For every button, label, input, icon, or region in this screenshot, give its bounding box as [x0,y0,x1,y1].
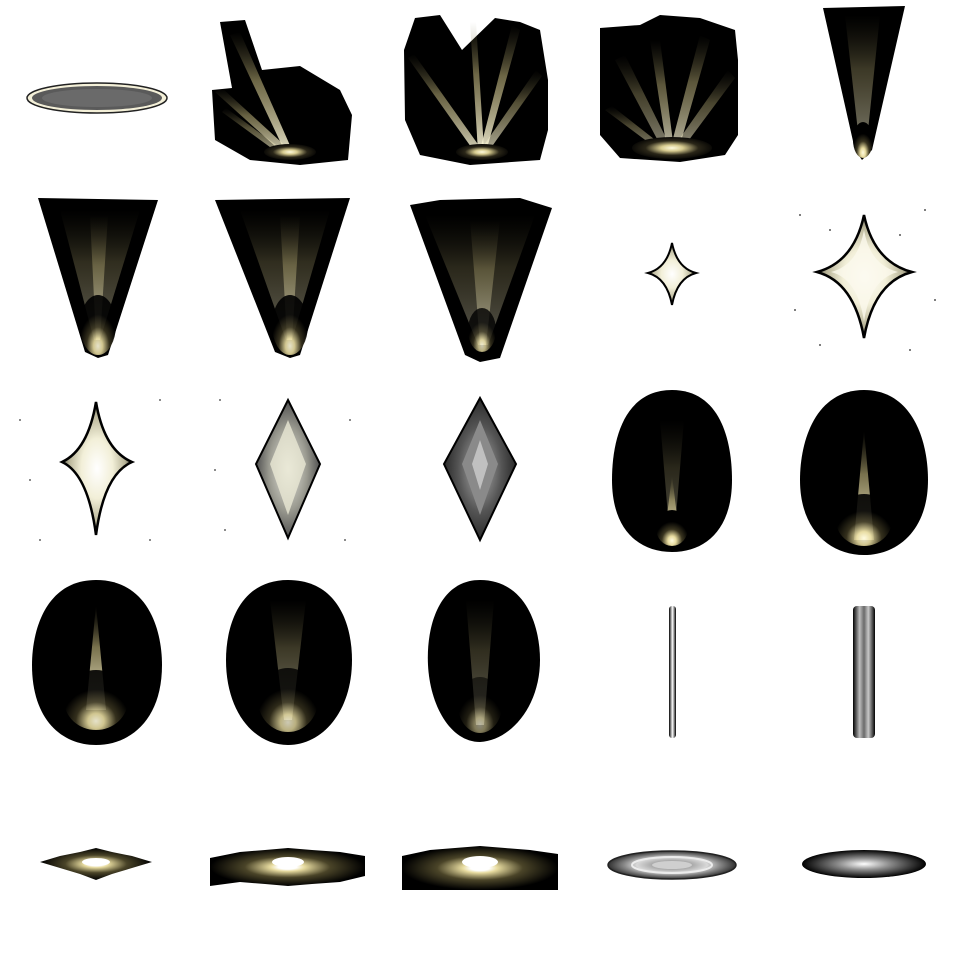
egg-glow-1-sprite [612,390,732,552]
ground-glow-ellipse-sprite [802,850,926,878]
ground-ellipse-plain-sprite [26,82,168,114]
diamond-sparkle-1-sprite [19,399,161,541]
egg-glow-2-sprite [800,390,928,555]
ground-burst-large-sprite [402,846,558,890]
ground-burst-small-sprite [40,848,152,880]
large-star-sparkle-sprite [794,209,936,351]
ground-burst-medium-sprite [210,848,365,886]
diamond-sparkle-2-sprite [214,397,351,541]
small-star-sparkle-sprite [644,242,700,306]
burst-rays-wide-sprite [404,15,548,165]
wide-cone-beam-3-sprite [410,198,552,362]
wide-cone-beam-2-sprite [215,198,350,358]
thick-line-beam-sprite [853,606,875,738]
egg-glow-4-sprite [226,580,352,745]
thin-line-beam-sprite [669,606,676,738]
egg-glow-3-sprite [32,580,162,745]
burst-rays-dome-sprite [600,15,738,162]
egg-glow-5-sprite [427,580,540,742]
narrow-cone-beam-sprite [823,6,905,160]
burst-rays-tilted-sprite [212,20,352,165]
wide-cone-beam-1-sprite [38,198,158,358]
diamond-sparkle-3-sprite [442,395,518,543]
ground-ring-ellipse-sprite [607,850,737,880]
